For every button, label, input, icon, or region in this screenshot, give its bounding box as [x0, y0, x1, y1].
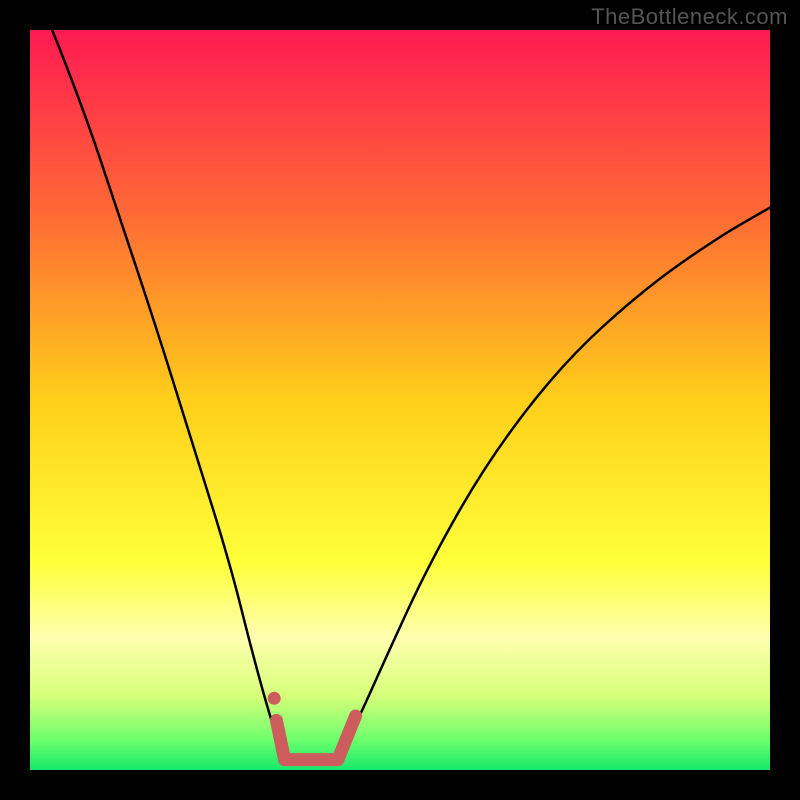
- plot-area: [30, 30, 770, 770]
- highlight-dot-icon: [268, 692, 281, 705]
- watermark-text: TheBottleneck.com: [591, 4, 788, 30]
- bottleneck-chart: [0, 0, 800, 800]
